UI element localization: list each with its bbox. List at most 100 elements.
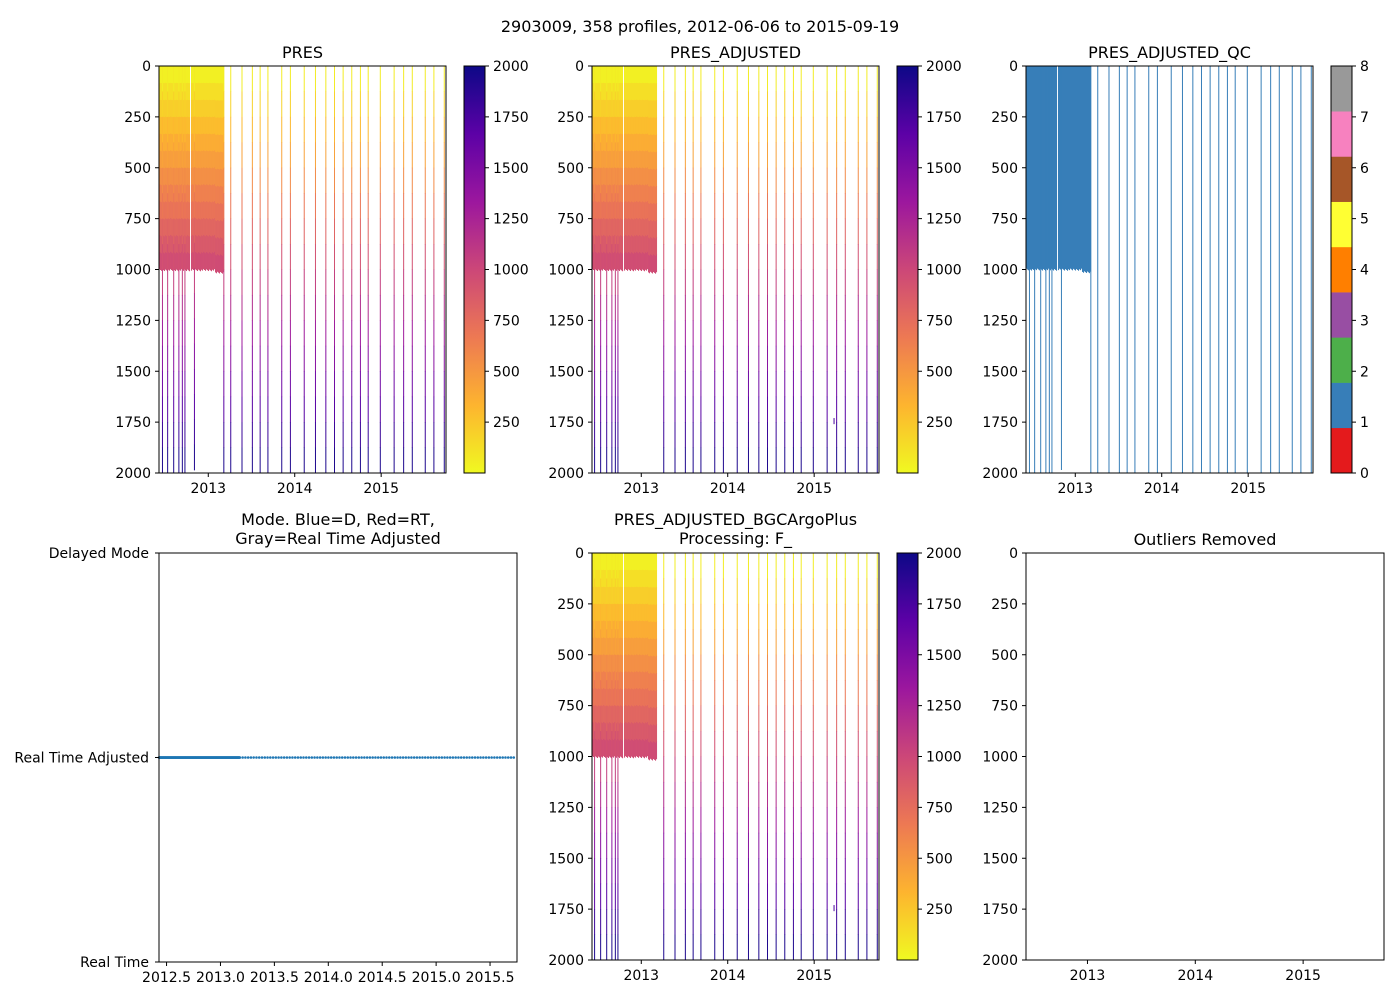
mode-point — [280, 756, 283, 759]
dense-profile-segment — [650, 185, 652, 204]
dense-profile-segment — [197, 117, 199, 135]
dense-profile-segment — [624, 185, 626, 203]
dense-profile-segment — [627, 672, 629, 690]
dense-profile-segment — [596, 722, 598, 741]
dense-profile-segment — [172, 236, 174, 254]
dense-profile-segment — [645, 739, 647, 757]
dense-profile-segment — [639, 705, 641, 723]
dense-profile-segment — [642, 637, 644, 656]
dense-profile-segment — [621, 66, 623, 84]
dense-profile-segment — [604, 569, 606, 588]
dense-profile-segment — [645, 603, 647, 622]
dense-profile-segment — [188, 99, 190, 118]
dense-profile-segment — [161, 66, 163, 84]
dense-profile-segment — [211, 185, 213, 203]
mode-point — [390, 756, 394, 759]
dense-profile-segment — [628, 705, 630, 723]
dense-profile-segment — [196, 82, 198, 101]
dense-profile-segment — [212, 201, 214, 219]
dense-profile-segment — [202, 168, 204, 186]
dense-profile-segment — [174, 252, 176, 271]
y-tick-label: 1750 — [982, 415, 1018, 431]
dense-profile-segment — [633, 253, 635, 272]
dense-profile-segment — [206, 133, 208, 152]
dense-profile-segment — [172, 151, 174, 169]
dense-profile-segment — [204, 218, 206, 237]
dense-profile-segment — [592, 201, 594, 219]
dense-profile-segment — [592, 654, 594, 672]
x-tick-label: 2014 — [277, 481, 313, 497]
mode-point — [340, 756, 344, 759]
dense-profile-segment — [651, 604, 653, 623]
dense-profile-segment — [644, 151, 646, 169]
dense-profile-segment — [165, 201, 167, 219]
dense-profile-segment — [629, 739, 631, 758]
x-tick-label: 2015.5 — [466, 970, 515, 986]
dense-profile-segment — [609, 586, 611, 605]
dense-profile-segment — [211, 168, 213, 186]
dense-profile-segment — [198, 235, 200, 253]
dense-profile-segment — [634, 116, 636, 135]
dense-profile-segment — [177, 184, 179, 203]
dense-profile-segment — [605, 202, 607, 220]
dense-profile-segment — [654, 673, 656, 692]
dense-profile-segment — [613, 655, 615, 673]
dense-profile-segment — [174, 235, 176, 254]
dense-profile-segment — [622, 253, 624, 272]
dense-profile-segment — [207, 150, 209, 169]
y-tick-label: 0 — [142, 59, 151, 75]
y-tick-label: Delayed Mode — [49, 546, 149, 562]
dense-profile-segment — [199, 133, 201, 152]
mode-point — [493, 756, 496, 759]
dense-profile-segment — [636, 133, 638, 151]
dense-profile-segment — [618, 184, 620, 203]
dense-profile-segment — [192, 99, 194, 118]
mode-point — [288, 756, 291, 759]
dense-profile-segment — [161, 185, 163, 203]
dense-profile-segment — [612, 671, 614, 690]
dense-profile-segment — [214, 184, 216, 202]
dense-profile-segment — [620, 201, 622, 219]
dense-profile-segment — [222, 152, 224, 171]
dense-profile-segment — [654, 117, 656, 136]
dense-profile-segment — [634, 671, 636, 690]
x-tick-label: 2015.0 — [412, 970, 461, 986]
colorbar-tick-label: 2000 — [926, 546, 962, 562]
dense-profile-segment — [625, 66, 627, 84]
colorbar-tick-label: 250 — [926, 415, 953, 431]
dense-profile-segment — [634, 167, 636, 186]
dense-profile-segment — [166, 167, 168, 186]
dense-profile-segment — [598, 569, 600, 588]
mode-point — [396, 756, 399, 759]
dense-profile-segment — [651, 117, 653, 136]
dense-profile-segment — [163, 82, 165, 101]
mode-point — [429, 756, 433, 759]
dense-profile-segment — [610, 252, 612, 271]
mode-point — [282, 756, 286, 759]
x-tick-label: 2013 — [190, 481, 226, 497]
mode-point — [465, 756, 469, 759]
dense-profile-segment — [609, 569, 611, 588]
dense-profile-segment — [171, 99, 173, 118]
dense-profile-segment — [193, 235, 195, 254]
dense-profile-segment — [612, 722, 614, 740]
dense-profile-segment — [632, 167, 634, 186]
dense-profile-segment — [217, 219, 219, 238]
dense-profile-segment — [166, 184, 168, 203]
dense-profile-segment — [209, 66, 211, 84]
dense-profile-segment — [187, 133, 189, 152]
dense-profile-segment — [604, 82, 606, 101]
dense-profile-segment — [202, 100, 204, 118]
dense-profile-segment — [645, 150, 647, 169]
dense-profile-segment — [189, 219, 191, 238]
dense-profile-segment — [644, 689, 646, 708]
dense-profile-segment — [622, 219, 624, 238]
dense-profile-segment — [163, 235, 165, 254]
dense-profile-segment — [603, 133, 605, 151]
dense-profile-segment — [633, 621, 635, 639]
dense-profile-segment — [221, 203, 223, 222]
dense-profile-segment — [655, 117, 657, 136]
dense-profile-segment — [598, 66, 600, 84]
dense-profile-segment — [643, 688, 645, 707]
dense-profile-segment — [183, 66, 185, 84]
